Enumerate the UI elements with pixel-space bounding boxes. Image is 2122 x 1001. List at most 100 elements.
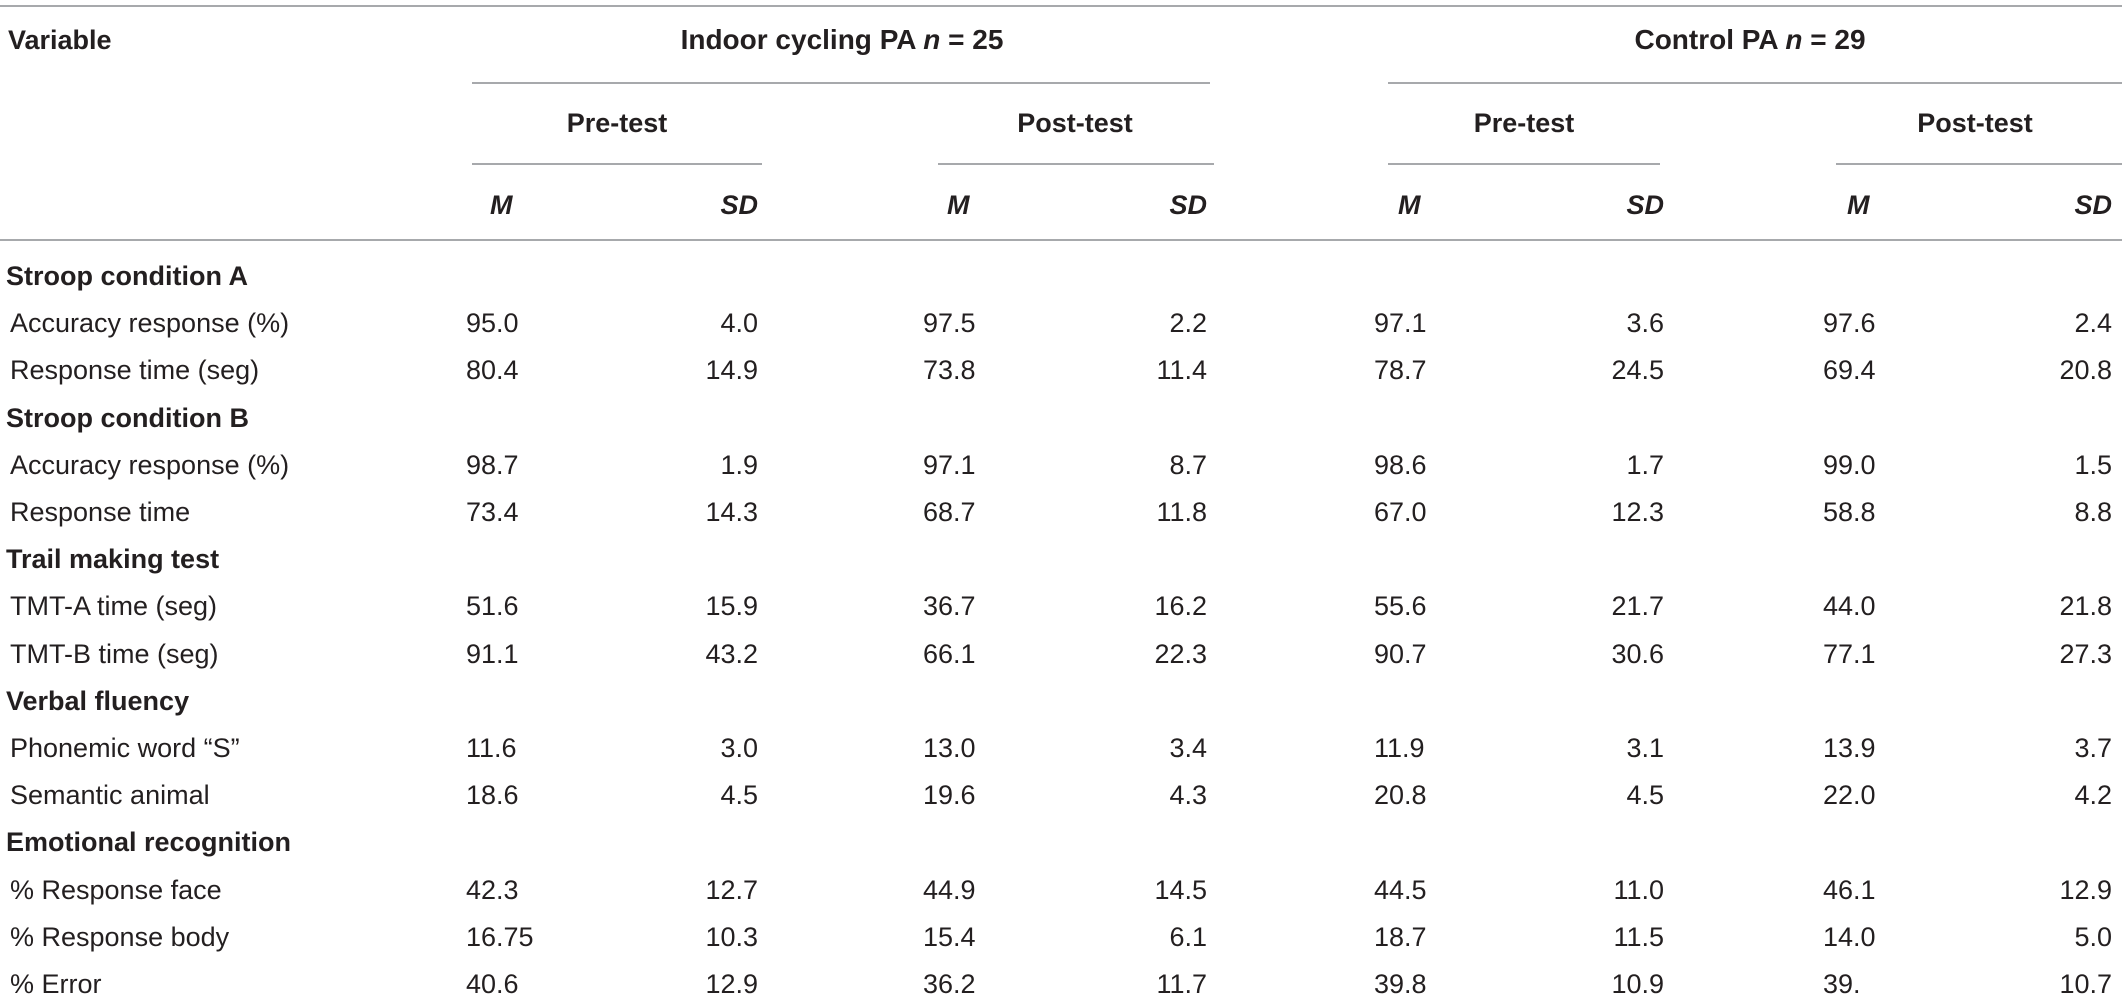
cell-mean: 13.0 [923,733,976,763]
stat-header-m: M [1847,190,1870,220]
stat-header-m: M [490,190,513,220]
cell-mean: 16.75 [466,921,534,952]
cell-sd: 11.4 [1156,355,1207,386]
cell-mean: 55.6 [1374,591,1427,622]
cell-mean: 90.7 [1374,638,1427,669]
cell-sd: 21.7 [1611,591,1664,622]
row-label: % Response body [10,921,230,952]
group-title: Indoor cycling PA [680,24,916,55]
cell-sd: 16.2 [1154,591,1207,622]
cell-mean: 99.0 [1823,449,1876,480]
group-n-value: = 29 [1802,24,1866,55]
cell-mean: 13.9 [1823,733,1876,763]
cell-mean: 14.0 [1823,921,1876,952]
cell-sd: 8.8 [2074,497,2112,527]
cell-mean: 77.1 [1823,638,1876,669]
cell-mean: 11.6 [466,733,517,763]
phase-rule-1 [472,163,762,165]
cell-sd: 10.9 [1611,969,1664,999]
cell-sd: 27.3 [2059,638,2112,669]
cell-sd: 11.0 [1613,874,1664,905]
cell-mean: 39.8 [1374,969,1427,999]
cell-mean: 73.4 [466,497,519,527]
group-header: Control PA n = 29 [1634,23,1865,57]
cell-mean: 36.7 [923,591,976,622]
cell-mean: 15.4 [923,921,976,952]
cell-sd: 20.8 [2059,355,2112,386]
cell-mean: 98.6 [1374,449,1427,480]
cell-sd: 3.7 [2074,733,2112,763]
cell-sd: 30.6 [1611,638,1664,669]
cell-mean: 58.8 [1823,497,1876,527]
row-label: Phonemic word “S” [10,733,240,763]
section-title: Stroop condition B [6,402,249,433]
cell-mean: 97.6 [1823,308,1876,339]
cell-mean: 11.9 [1374,733,1425,763]
phase-header: Pre-test [566,108,668,138]
table-top-rule [0,5,2122,7]
cell-sd: 3.6 [1626,308,1664,339]
phase-rule-4 [1836,163,2122,165]
group-header: Indoor cycling PA n = 25 [681,23,1004,57]
header-bottom-rule [0,239,2122,241]
section-title: Trail making test [6,544,220,575]
cell-mean: 97.1 [1374,308,1427,339]
cell-mean: 18.6 [466,780,519,811]
cell-mean: 44.9 [923,874,976,905]
row-label: % Error [10,969,102,999]
row-label: Response time (seg) [10,355,260,386]
cell-mean: 39. [1823,969,1861,999]
cell-sd: 1.7 [1626,449,1664,480]
cell-mean: 80.4 [466,355,519,386]
cell-mean: 66.1 [923,638,976,669]
cell-sd: 11.5 [1613,921,1664,952]
cell-sd: 15.9 [705,591,758,622]
section-title: Emotional recognition [6,827,292,858]
group-n-value: = 25 [940,24,1004,55]
row-label: TMT-B time (seg) [10,638,219,669]
cell-sd: 43.2 [705,638,758,669]
cell-sd: 24.5 [1611,355,1664,386]
cell-mean: 40.6 [466,969,519,999]
cell-mean: 19.6 [923,780,976,811]
cell-mean: 97.1 [923,449,976,480]
stat-header-sd: SD [1169,190,1207,220]
row-label: Response time [10,497,191,527]
cell-mean: 18.7 [1374,921,1427,952]
cell-mean: 36.2 [923,969,976,999]
cell-mean: 69.4 [1823,355,1876,386]
cell-mean: 73.8 [923,355,976,386]
phase-header: Pre-test [1473,108,1575,138]
cell-mean: 98.7 [466,449,519,480]
section-title: Stroop condition A [6,261,248,291]
cell-mean: 46.1 [1823,874,1876,905]
cell-sd: 8.7 [1169,449,1207,480]
cell-sd: 3.4 [1169,733,1207,763]
phase-rule-3 [1388,163,1660,165]
cell-sd: 11.8 [1156,497,1207,527]
cell-sd: 14.3 [705,497,758,527]
cell-mean: 42.3 [466,874,519,905]
stat-header-m: M [947,190,970,220]
cell-sd: 6.1 [1169,921,1207,952]
cell-sd: 4.3 [1169,780,1207,811]
section-title: Verbal fluency [6,685,190,716]
cell-mean: 68.7 [923,497,976,527]
cell-mean: 44.5 [1374,874,1427,905]
row-label: Semantic animal [10,780,210,811]
stat-header-sd: SD [720,190,758,220]
cell-sd: 12.7 [705,874,758,905]
cell-sd: 10.3 [705,921,758,952]
cell-sd: 11.7 [1156,969,1207,999]
phase-header: Post-test [1017,108,1133,138]
cell-sd: 4.0 [720,308,758,339]
group-n-label: n [1785,24,1803,55]
cell-mean: 67.0 [1374,497,1427,527]
row-label: Accuracy response (%) [10,449,290,480]
cell-sd: 14.5 [1154,874,1207,905]
cell-mean: 91.1 [466,638,519,669]
cell-sd: 14.9 [705,355,758,386]
cell-sd: 1.9 [720,449,758,480]
phase-rule-2 [938,163,1214,165]
cell-mean: 20.8 [1374,780,1427,811]
